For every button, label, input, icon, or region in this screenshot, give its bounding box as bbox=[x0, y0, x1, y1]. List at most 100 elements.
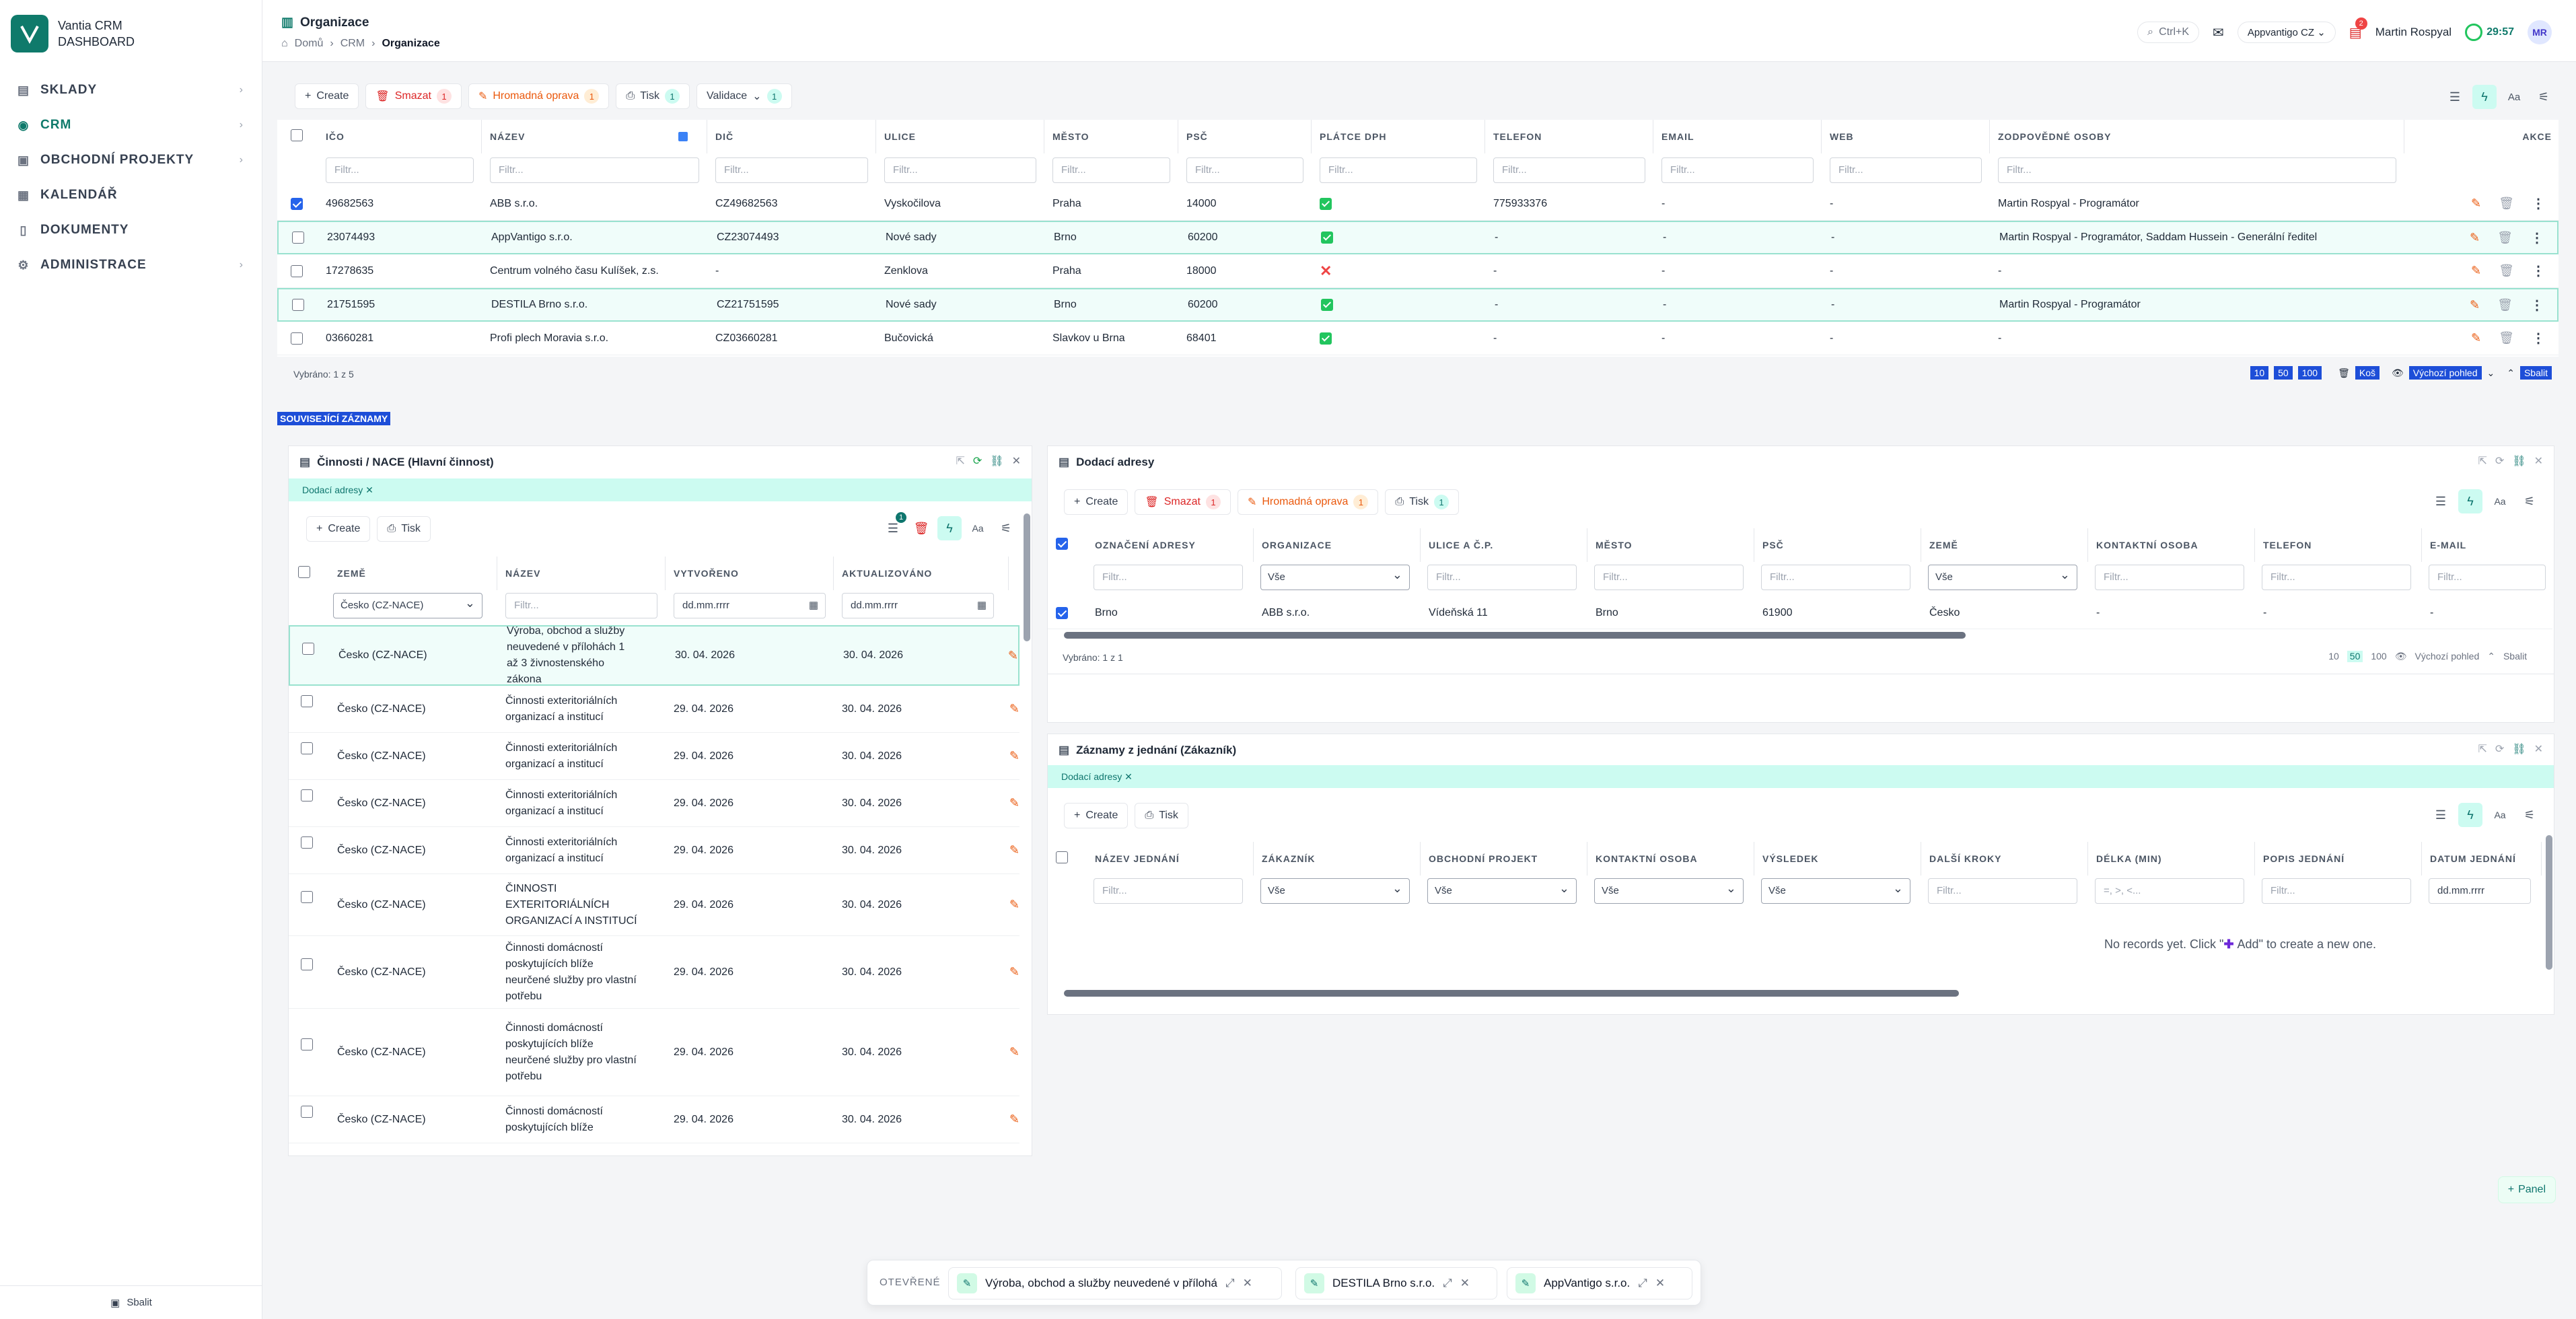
column-header[interactable]: TELEFON bbox=[2255, 528, 2422, 562]
bulk-edit-button[interactable]: ✎ Hromadná oprava 1 bbox=[468, 83, 610, 109]
nace-filter-chip[interactable]: Dodací adresy ✕ bbox=[289, 478, 1032, 501]
column-filter-input[interactable]: Filtr... bbox=[1594, 565, 1744, 590]
column-header[interactable]: MĚSTO bbox=[1044, 120, 1178, 153]
add-panel-button[interactable]: + Panel bbox=[2497, 1176, 2556, 1203]
settings-sliders-icon[interactable]: ⚟ bbox=[2524, 494, 2536, 508]
row-checkbox[interactable] bbox=[283, 254, 303, 287]
table-row[interactable]: Česko (CZ-NACE) ČINNOSTI EXTERITORIÁLNÍCH O… bbox=[289, 874, 1019, 936]
column-header[interactable]: TELEFON bbox=[1485, 120, 1653, 153]
row-checkbox[interactable] bbox=[284, 222, 304, 253]
page-size-50[interactable]: 50 bbox=[2347, 651, 2363, 662]
lightning-icon[interactable]: ϟ bbox=[2458, 803, 2482, 827]
row-checkbox[interactable] bbox=[293, 780, 313, 811]
row-checkbox[interactable] bbox=[293, 936, 313, 993]
global-search-button[interactable]: ⌕ Ctrl+K bbox=[2137, 22, 2200, 43]
table-row[interactable]: Česko (CZ-NACE) Činnosti domácností poskyt… bbox=[289, 1009, 1019, 1096]
table-row[interactable]: Česko (CZ-NACE) Činnosti domácností poskyt… bbox=[289, 1096, 1019, 1143]
column-filter-input[interactable]: Filtr... bbox=[1186, 157, 1303, 183]
column-filter-select[interactable]: Vše bbox=[1761, 876, 1910, 904]
column-filter-input[interactable]: Filtr... bbox=[2429, 565, 2546, 590]
external-link-icon[interactable]: ⇱ bbox=[2478, 456, 2487, 467]
meetings-create-button[interactable]: + Create bbox=[1064, 803, 1129, 828]
sidebar-collapse-button[interactable]: ▣ Sbalit bbox=[0, 1285, 262, 1319]
create-button[interactable]: + Create bbox=[295, 83, 359, 109]
edit-icon[interactable]: ✎ bbox=[2471, 197, 2482, 210]
recycle-bin-button[interactable]: Koš bbox=[2355, 366, 2380, 380]
lightning-icon[interactable]: ϟ bbox=[937, 516, 962, 540]
validation-button[interactable]: Validace ⌄ 1 bbox=[696, 83, 792, 109]
view-select[interactable]: Výchozí pohled bbox=[2414, 651, 2480, 662]
column-filter-input[interactable]: Filtr... bbox=[1052, 157, 1170, 183]
table-row[interactable]: Česko (CZ-NACE) Činnosti domácností poskyt… bbox=[289, 936, 1019, 1009]
column-header[interactable]: PSČ bbox=[1754, 528, 1921, 562]
nace-create-button[interactable]: + Create bbox=[306, 516, 371, 542]
close-icon[interactable]: ✕ bbox=[1460, 1277, 1470, 1289]
column-filter-input[interactable]: Filtr... bbox=[1320, 157, 1477, 183]
column-filter-input[interactable]: Filtr... bbox=[1094, 878, 1243, 904]
edit-icon[interactable]: ✎ bbox=[2471, 331, 2482, 345]
settings-sliders-icon[interactable]: ⚟ bbox=[1000, 521, 1012, 535]
avatar[interactable]: MR bbox=[2528, 20, 2552, 44]
row-checkbox[interactable] bbox=[293, 686, 313, 717]
column-filter-input[interactable]: Filtr... bbox=[2262, 565, 2411, 590]
date-filter-input[interactable]: dd.mm.rrrr ▦ bbox=[674, 593, 826, 618]
column-filter-input[interactable]: Filtr... bbox=[884, 157, 1036, 183]
meetings-vscrollbar[interactable] bbox=[2546, 835, 2552, 970]
column-header[interactable]: WEB bbox=[1822, 120, 1990, 153]
expand-icon[interactable]: ⤢ bbox=[1225, 1277, 1235, 1289]
column-filter-input[interactable]: Filtr... bbox=[1998, 157, 2396, 183]
column-header[interactable]: PSČ bbox=[1178, 120, 1312, 153]
row-checkbox[interactable] bbox=[293, 733, 313, 764]
column-header[interactable]: DATUM JEDNÁNÍ bbox=[2422, 842, 2542, 876]
row-checkbox[interactable] bbox=[293, 827, 313, 858]
edit-icon[interactable]: ✎ bbox=[2470, 230, 2480, 244]
refresh-icon[interactable]: ⟳ bbox=[2495, 456, 2505, 467]
table-row[interactable]: Brno ABB s.r.o. Vídeňská 11 Brno 61900 Česko -… bbox=[1048, 597, 2552, 629]
refresh-icon[interactable]: ⟳ bbox=[972, 456, 982, 467]
page-size-50[interactable]: 50 bbox=[2274, 366, 2293, 380]
print-button[interactable]: ⎙ Tisk 1 bbox=[616, 83, 690, 109]
trash-icon[interactable]: 🗑 bbox=[913, 521, 929, 535]
trash-icon[interactable]: 🗑 bbox=[2497, 297, 2513, 312]
country-filter-select[interactable]: Česko (CZ-NACE) bbox=[333, 591, 482, 618]
column-header[interactable]: ULICE bbox=[876, 120, 1044, 153]
user-name[interactable]: Martin Rospyal bbox=[2375, 26, 2452, 38]
columns-icon[interactable]: ☰ bbox=[2435, 808, 2447, 822]
more-icon[interactable]: ⋮ bbox=[2532, 331, 2545, 346]
font-size-icon[interactable]: Aa bbox=[2507, 91, 2521, 103]
column-header[interactable]: VÝSLEDEK bbox=[1754, 842, 1921, 876]
page-size-10[interactable]: 10 bbox=[2250, 366, 2269, 380]
mail-icon[interactable]: ✉ bbox=[2213, 25, 2224, 40]
column-filter-select[interactable]: Vše bbox=[1594, 876, 1744, 904]
column-header[interactable]: POPIS JEDNÁNÍ bbox=[2255, 842, 2422, 876]
table-row[interactable]: 49682563 ABB s.r.o. CZ49682563 Vyskočilova P… bbox=[277, 187, 2559, 221]
column-header[interactable]: IČO bbox=[318, 120, 482, 153]
column-filter-input[interactable]: Filtr... bbox=[715, 157, 868, 183]
columns-icon[interactable]: ☰ bbox=[2449, 90, 2461, 104]
column-header[interactable]: ORGANIZACE bbox=[1254, 528, 1421, 562]
meetings-hscrollbar[interactable] bbox=[1064, 990, 1959, 997]
column-header[interactable]: NÁZEV bbox=[497, 557, 666, 590]
sort-icon[interactable] bbox=[678, 132, 688, 141]
column-header[interactable]: EMAIL bbox=[1653, 120, 1822, 153]
addresses-print-button[interactable]: ⎙ Tisk 1 bbox=[1385, 489, 1459, 515]
trash-icon[interactable]: 🗑 bbox=[2499, 197, 2514, 210]
column-header[interactable]: PLÁTCE DPH bbox=[1312, 120, 1485, 153]
nace-print-button[interactable]: ⎙ Tisk bbox=[377, 516, 431, 542]
expand-icon[interactable]: ⤢ bbox=[1443, 1277, 1452, 1289]
column-header[interactable]: ZEMĚ bbox=[329, 557, 497, 590]
meetings-filter-chip[interactable]: Dodací adresy ✕ bbox=[1048, 765, 2554, 788]
trash-icon[interactable]: 🗑 bbox=[2497, 230, 2513, 244]
edit-icon[interactable]: ✎ bbox=[1009, 796, 1019, 810]
edit-icon[interactable]: ✎ bbox=[2471, 264, 2482, 277]
addresses-create-button[interactable]: + Create bbox=[1064, 489, 1129, 515]
collapse-grid-button[interactable]: Sbalit bbox=[2519, 366, 2552, 380]
meetings-print-button[interactable]: ⎙ Tisk bbox=[1135, 803, 1188, 828]
tenant-select[interactable]: Appvantigo CZ ⌄ bbox=[2237, 22, 2336, 43]
select-all-checkbox[interactable] bbox=[298, 566, 310, 578]
view-select[interactable]: Výchozí pohled bbox=[2408, 366, 2482, 380]
table-row[interactable]: Česko (CZ-NACE) Činnosti exteritoriálních… bbox=[289, 733, 1019, 780]
collapse-button[interactable]: Sbalit bbox=[2503, 651, 2527, 662]
trash-icon[interactable]: 🗑 bbox=[2499, 331, 2514, 345]
lightning-icon[interactable]: ϟ bbox=[2458, 489, 2482, 513]
